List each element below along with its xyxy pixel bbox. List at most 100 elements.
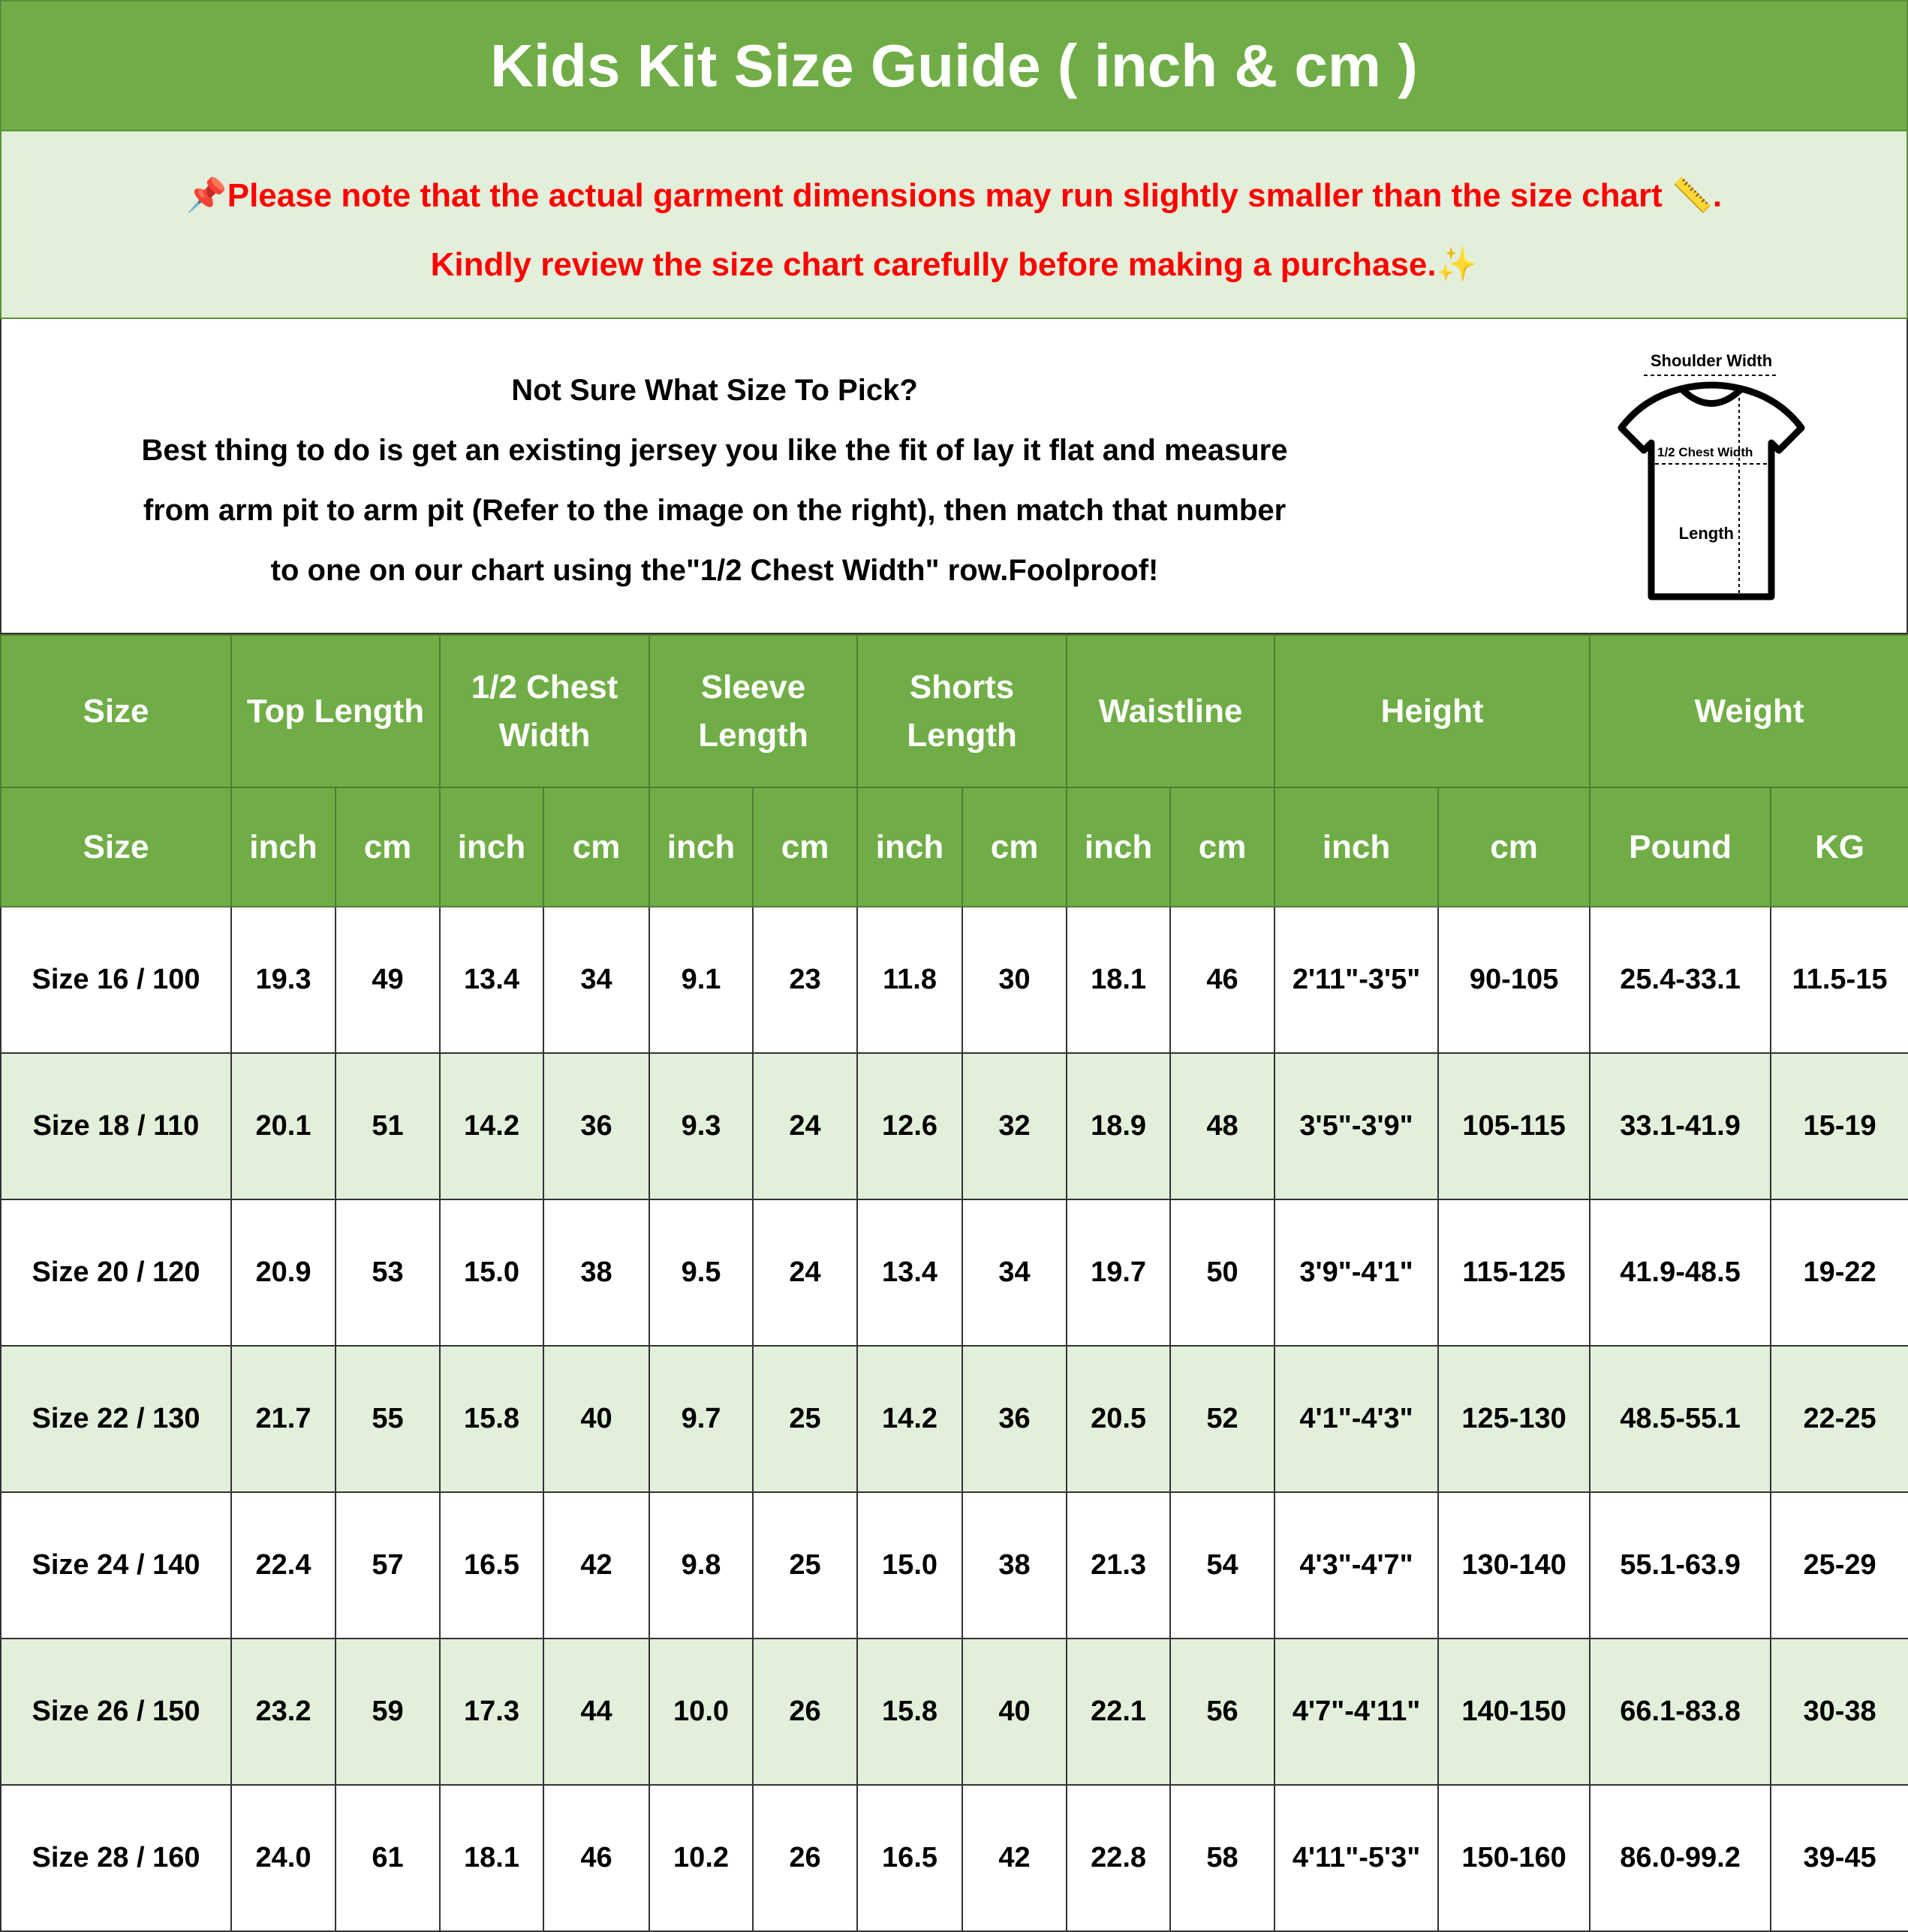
group-header: Waistline (1066, 634, 1276, 788)
table-cell: 4'3"-4'7" (1274, 1491, 1440, 1639)
unit-header: Size (0, 787, 232, 907)
unit-header-row: Size inch cm inch cm inch cm inch cm inch cm inch cm… (0, 787, 1908, 907)
table-cell: 150-160 (1437, 1784, 1591, 1932)
group-header: Sleeve Length (649, 634, 859, 788)
table-cell: 4'7"-4'11" (1274, 1638, 1440, 1786)
table-cell: 58 (1169, 1784, 1276, 1932)
table-cell: 54 (1169, 1491, 1276, 1639)
table-cell: 40 (543, 1345, 651, 1493)
pushpin-icon: 📌 (185, 177, 227, 214)
table-cell: Size 16 / 100 (0, 906, 232, 1054)
table-cell: 23.2 (230, 1638, 336, 1786)
unit-header: cm (962, 787, 1068, 907)
table-cell: 9.7 (649, 1345, 754, 1493)
notice-line-2: Kindly review the size chart carefully b… (430, 246, 1478, 283)
table-cell: 39-45 (1770, 1784, 1908, 1932)
table-cell: Size 18 / 110 (0, 1052, 232, 1200)
group-header: Height (1274, 634, 1591, 788)
page-title: Kids Kit Size Guide ( inch & cm ) (0, 0, 1908, 131)
table-cell: 55 (334, 1345, 441, 1493)
table-cell: 15.0 (856, 1491, 964, 1639)
table-cell: 38 (962, 1491, 1068, 1639)
table-cell: 46 (543, 1784, 651, 1932)
table-cell: Size 22 / 130 (0, 1345, 232, 1493)
table-cell: 15-19 (1770, 1052, 1908, 1200)
table-cell: 57 (334, 1491, 441, 1639)
table-cell: 36 (543, 1052, 651, 1200)
table-cell: 22.4 (230, 1491, 336, 1639)
table-cell: 18.9 (1066, 1052, 1172, 1200)
unit-header: inch (1066, 787, 1172, 907)
table-cell: 15.8 (439, 1345, 545, 1493)
table-cell: 10.0 (649, 1638, 754, 1786)
table-cell: 34 (962, 1199, 1068, 1347)
table-cell: 11.8 (856, 906, 964, 1054)
group-header: Shorts Length (856, 634, 1068, 788)
sparkles-icon: ✨ (1436, 246, 1478, 283)
length-label: Length (1679, 524, 1734, 543)
table-cell: 22.1 (1066, 1638, 1172, 1786)
table-cell: 9.5 (649, 1199, 754, 1347)
table-cell: 26 (752, 1784, 859, 1932)
table-cell: 32 (962, 1052, 1068, 1200)
table-cell: 42 (543, 1491, 651, 1639)
table-cell: 3'9"-4'1" (1274, 1199, 1440, 1347)
table-cell: 15.8 (856, 1638, 964, 1786)
unit-header: inch (439, 787, 545, 907)
table-cell: 30-38 (1770, 1638, 1908, 1786)
ruler-icon: 📏 (1672, 177, 1713, 214)
unit-header: Pound (1589, 787, 1772, 907)
size-table: Size Top Length 1/2 Chest Width Sleeve Leng… (0, 634, 1908, 1932)
table-cell: 59 (334, 1638, 441, 1786)
table-cell: 42 (962, 1784, 1068, 1932)
table-cell: 86.0-99.2 (1589, 1784, 1772, 1932)
table-row: Size 20 / 120 20.9 53 15.0 38 9.5 24 13.4 34 19.7… (0, 1199, 1908, 1347)
info-section: Not Sure What Size To Pick? Best thing t… (0, 319, 1908, 634)
table-cell: 16.5 (856, 1784, 964, 1932)
unit-header: cm (543, 787, 651, 907)
table-cell: 53 (334, 1199, 441, 1347)
group-header: Top Length (230, 634, 441, 788)
table-cell: 16.5 (439, 1491, 545, 1639)
group-header: 1/2 Chest Width (439, 634, 651, 788)
unit-header: inch (856, 787, 964, 907)
table-cell: 26 (752, 1638, 859, 1786)
table-cell: 19.3 (230, 906, 336, 1054)
table-cell: 19.7 (1066, 1199, 1172, 1347)
table-cell: 14.2 (439, 1052, 545, 1200)
table-cell: 20.1 (230, 1052, 336, 1200)
table-cell: 130-140 (1437, 1491, 1591, 1639)
table-cell: 18.1 (1066, 906, 1172, 1054)
table-cell: 125-130 (1437, 1345, 1591, 1493)
table-cell: 40 (962, 1638, 1068, 1786)
info-line: from arm pit to arm pit (Refer to the im… (143, 494, 1287, 527)
table-cell: 22.8 (1066, 1784, 1172, 1932)
table-row: Size 18 / 110 20.1 51 14.2 36 9.3 24 12.6 32 18.9… (0, 1052, 1908, 1200)
table-cell: 9.8 (649, 1491, 754, 1639)
table-cell: 15.0 (439, 1199, 545, 1347)
group-header: Weight (1589, 634, 1908, 788)
table-row: Size 16 / 100 19.3 49 13.4 34 9.1 23 11.8 30 18.1… (0, 906, 1908, 1054)
table-cell: Size 20 / 120 (0, 1199, 232, 1347)
table-row: Size 28 / 160 24.0 61 18.1 46 10.2 26 16.5 42 22.… (0, 1784, 1908, 1932)
table-cell: 23 (752, 906, 859, 1054)
table-cell: 4'1"-4'3" (1274, 1345, 1440, 1493)
table-cell: 9.3 (649, 1052, 754, 1200)
table-cell: 4'11"-5'3" (1274, 1784, 1440, 1932)
table-cell: 105-115 (1437, 1052, 1591, 1200)
table-row: Size 26 / 150 23.2 59 17.3 44 10.0 26 15.8 40 22.… (0, 1638, 1908, 1786)
table-cell: 25 (752, 1491, 859, 1639)
table-cell: 50 (1169, 1199, 1276, 1347)
unit-header: cm (334, 787, 441, 907)
table-cell: 56 (1169, 1638, 1276, 1786)
table-cell: 18.1 (439, 1784, 545, 1932)
unit-header: cm (1437, 787, 1591, 907)
table-row: Size 24 / 140 22.4 57 16.5 42 9.8 25 15.0 38 21.3… (0, 1491, 1908, 1639)
table-cell: 34 (543, 906, 651, 1054)
unit-header: inch (1274, 787, 1440, 907)
table-cell: Size 26 / 150 (0, 1638, 232, 1786)
table-cell: 9.1 (649, 906, 754, 1054)
table-cell: 14.2 (856, 1345, 964, 1493)
table-cell: 33.1-41.9 (1589, 1052, 1772, 1200)
table-row: Size 22 / 130 21.7 55 15.8 40 9.7 25 14.2 36 20.5… (0, 1345, 1908, 1493)
